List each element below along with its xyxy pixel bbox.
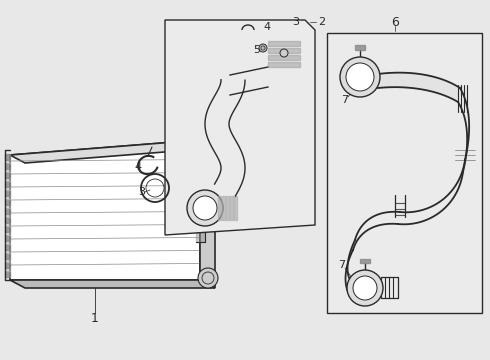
Polygon shape [355,45,365,50]
Polygon shape [5,181,10,187]
Polygon shape [5,226,10,232]
Circle shape [193,196,217,220]
Polygon shape [5,223,10,226]
Text: 3: 3 [139,187,146,197]
Polygon shape [5,232,10,235]
Polygon shape [196,232,205,242]
Polygon shape [10,140,200,280]
Circle shape [198,268,218,288]
Polygon shape [5,250,10,253]
Polygon shape [5,205,10,208]
Polygon shape [5,190,10,196]
Polygon shape [360,259,370,263]
Polygon shape [5,253,10,259]
Circle shape [346,63,374,91]
Polygon shape [5,217,10,223]
Circle shape [280,49,288,57]
Polygon shape [378,73,460,102]
Polygon shape [10,280,215,288]
Polygon shape [230,196,233,220]
Polygon shape [5,259,10,262]
Polygon shape [5,235,10,241]
Polygon shape [5,169,10,172]
Text: 3: 3 [293,17,299,27]
Polygon shape [5,163,10,169]
Circle shape [340,57,380,97]
Text: 5: 5 [253,45,261,55]
Polygon shape [218,196,221,220]
Polygon shape [165,20,315,235]
Text: 2: 2 [318,17,325,27]
Polygon shape [196,155,205,168]
Polygon shape [5,208,10,214]
Polygon shape [222,196,225,220]
Text: 6: 6 [391,15,399,28]
Text: 1: 1 [91,311,99,324]
Polygon shape [5,244,10,250]
Polygon shape [268,62,300,67]
Circle shape [347,270,383,306]
Text: 4: 4 [134,162,142,172]
Polygon shape [268,41,300,46]
Polygon shape [268,55,300,60]
Polygon shape [5,214,10,217]
Text: 7: 7 [339,260,345,270]
Polygon shape [226,196,229,220]
Polygon shape [200,140,215,288]
Polygon shape [5,268,10,271]
Polygon shape [5,262,10,268]
Circle shape [187,190,223,226]
Polygon shape [234,196,237,220]
Polygon shape [10,140,215,163]
Polygon shape [5,154,10,160]
Text: 7: 7 [342,95,348,105]
Polygon shape [5,187,10,190]
Circle shape [353,276,377,300]
Polygon shape [5,160,10,163]
Circle shape [259,44,267,52]
Polygon shape [5,178,10,181]
Polygon shape [5,241,10,244]
Polygon shape [5,199,10,205]
Polygon shape [268,48,300,53]
Polygon shape [5,196,10,199]
Text: 4: 4 [264,22,270,32]
Polygon shape [327,33,482,313]
Polygon shape [5,271,10,277]
Polygon shape [5,172,10,178]
